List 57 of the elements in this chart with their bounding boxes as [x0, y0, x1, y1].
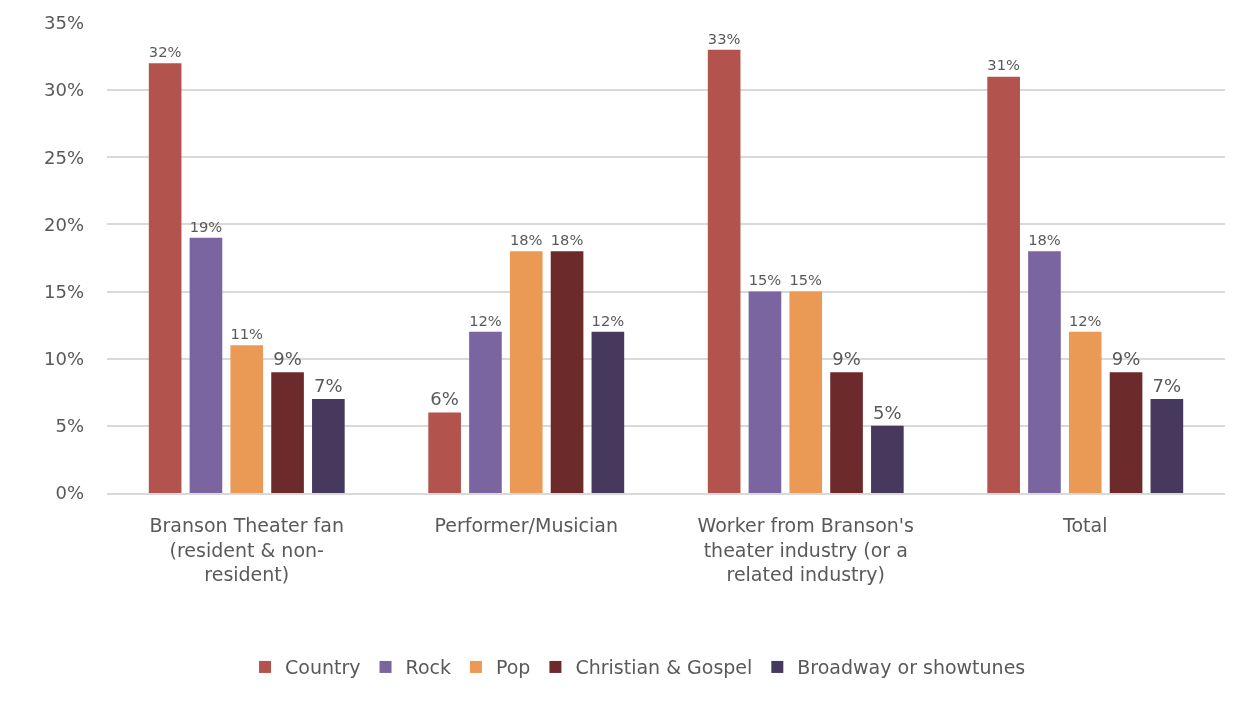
- legend-label: Rock: [405, 656, 451, 679]
- y-tick-label: 0%: [55, 482, 84, 504]
- data-label: 5%: [873, 401, 902, 423]
- bar: [871, 425, 904, 493]
- bar: [189, 237, 223, 493]
- bar: [509, 251, 543, 493]
- legend-label: Pop: [495, 656, 531, 679]
- legend-label: Country: [285, 656, 361, 679]
- bar: [550, 251, 584, 493]
- data-label: 11%: [230, 325, 264, 343]
- bar: [1109, 372, 1143, 493]
- y-tick-label: 25%: [43, 146, 84, 168]
- bar: [469, 331, 502, 493]
- y-tick-label: 20%: [43, 213, 84, 235]
- data-label: 32%: [148, 43, 182, 61]
- bar: [707, 49, 741, 493]
- bar: [230, 345, 264, 493]
- y-tick-label: 10%: [43, 348, 84, 370]
- bar: [591, 331, 625, 493]
- data-label: 6%: [430, 388, 459, 410]
- bar: [148, 63, 182, 493]
- x-tick-label: Worker from Branson's theater industry (or a related industry): [697, 513, 914, 586]
- data-label: 18%: [1028, 231, 1061, 249]
- legend-label: Broadway or showtunes: [797, 656, 1026, 679]
- x-tick-label: Performer/Musician: [434, 513, 619, 536]
- y-tick-label: 5%: [55, 415, 84, 437]
- data-label: 15%: [789, 271, 823, 289]
- bar: [748, 291, 782, 493]
- data-label: 18%: [509, 231, 543, 249]
- data-label: 31%: [987, 56, 1020, 74]
- data-label: 7%: [314, 375, 343, 396]
- data-label: 12%: [1068, 311, 1102, 329]
- bar: [312, 399, 345, 493]
- data-label: 33%: [707, 29, 741, 47]
- bar: [789, 291, 823, 493]
- bar: [1028, 251, 1061, 493]
- data-label: 9%: [273, 348, 302, 370]
- bar: [987, 76, 1020, 493]
- data-label: 12%: [591, 311, 625, 329]
- x-tick-label: Total: [1062, 513, 1108, 536]
- data-label: 12%: [469, 311, 502, 329]
- legend-label: Christian & Gospel: [575, 656, 753, 679]
- data-label: 9%: [1111, 348, 1141, 370]
- data-label: 9%: [832, 348, 861, 370]
- y-tick-label: 30%: [43, 79, 84, 101]
- bar: [1068, 331, 1102, 493]
- data-label: 18%: [550, 231, 584, 249]
- bar: [1150, 399, 1184, 493]
- y-tick-label: 15%: [43, 280, 84, 302]
- bar: [271, 372, 304, 493]
- bar: [830, 372, 863, 493]
- y-tick-label: 35%: [43, 12, 84, 34]
- data-label: 19%: [189, 217, 223, 235]
- bar: [428, 412, 461, 493]
- data-label: 15%: [748, 271, 782, 289]
- data-label: 7%: [1152, 375, 1182, 396]
- x-tick-label: Branson Theater fan (resident & non-resident): [149, 513, 344, 586]
